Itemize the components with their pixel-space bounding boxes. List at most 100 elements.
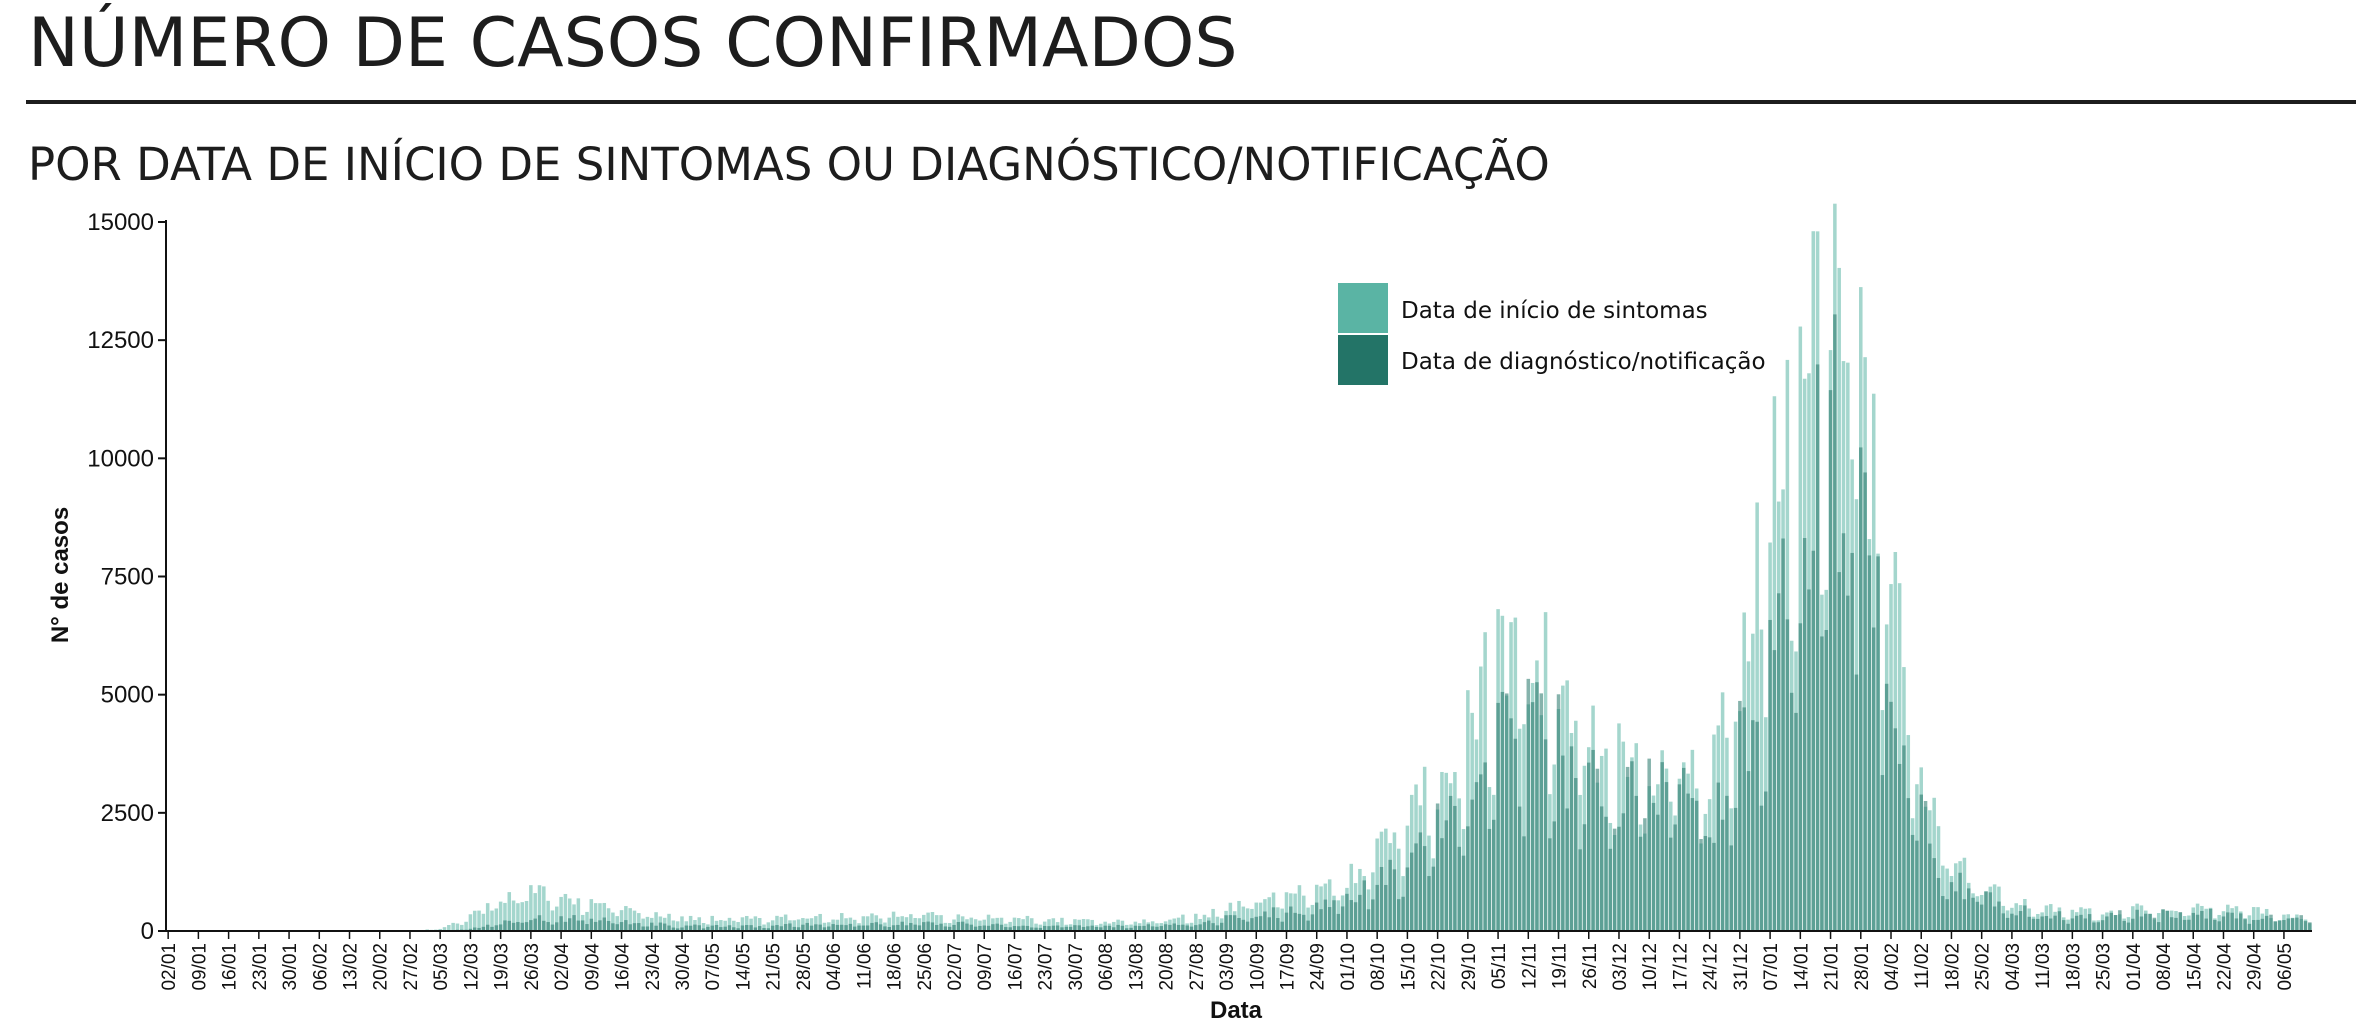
bar-diagnosis [796,927,801,931]
bar-diagnosis [637,923,641,931]
bar-symptom-onset [939,915,943,931]
bar-symptom-onset [1241,906,1246,931]
bar-diagnosis [1535,682,1539,931]
bar-diagnosis [1841,533,1846,931]
bar-diagnosis [615,924,619,931]
bar-symptom-onset [891,911,896,931]
bar-diagnosis [1232,915,1237,931]
bar-diagnosis [2109,912,2113,931]
bar-symptom-onset [1720,692,1725,931]
bar-symptom-onset [844,918,848,931]
bar-diagnosis [1004,927,1008,931]
x-tick-label: 08/04 [2154,943,2175,991]
bar-diagnosis [675,928,680,931]
bar-symptom-onset [645,916,650,931]
bar-diagnosis [1306,920,1310,931]
bar-diagnosis [900,921,904,931]
bar-diagnosis [1422,846,1427,931]
bar-symptom-onset [485,903,490,931]
bar-symptom-onset [1712,734,1716,931]
bar-symptom-onset [978,920,982,931]
bar-diagnosis [2122,920,2126,931]
bar-diagnosis [697,925,702,931]
bar-symptom-onset [455,923,460,931]
bar-diagnosis [775,925,779,931]
bar-diagnosis [1047,926,1051,931]
x-tick-label: 25/03 [2094,943,2115,991]
bar-diagnosis [1530,702,1535,931]
bar-diagnosis [947,926,952,931]
bar-diagnosis [1181,924,1185,931]
bar-diagnosis [757,926,762,931]
bar-diagnosis [1954,891,1958,931]
bar-diagnosis [2096,922,2101,931]
bar-diagnosis [2152,917,2157,931]
bar-symptom-onset [451,922,455,931]
bar-diagnosis [1945,899,1949,931]
x-tick-label: 16/01 [220,943,241,991]
bar-diagnosis [1401,896,1405,931]
bar-diagnosis [1850,552,1854,931]
bar-diagnosis [2126,922,2131,931]
bar-diagnosis [1479,774,1483,931]
bar-diagnosis [1302,914,1306,931]
x-tick-label: 10/12 [1640,943,1661,991]
bar-diagnosis [2239,913,2243,931]
bar-diagnosis [654,925,658,931]
bar-diagnosis [1336,913,1341,931]
bar-diagnosis [537,915,542,931]
bar-diagnosis [1625,766,1630,931]
bar-diagnosis [1811,550,1816,931]
bar-diagnosis [1332,900,1336,931]
bar-diagnosis [1599,806,1604,931]
bar-symptom-onset [1176,917,1181,931]
bar-diagnosis [684,925,689,931]
bar-diagnosis [723,926,727,931]
bar-symptom-onset [783,914,788,931]
x-tick-label: 14/01 [1791,943,1812,991]
bar-diagnosis [1729,845,1733,931]
bar-diagnosis [1574,778,1578,931]
bar-diagnosis [969,924,974,931]
bar-symptom-onset [654,912,658,931]
bar-diagnosis [1686,793,1690,931]
bar-diagnosis [658,922,663,931]
bar-symptom-onset [1017,918,1021,931]
bar-diagnosis [1150,926,1155,931]
x-tick-label: 11/06 [854,943,875,989]
bar-symptom-onset [753,916,758,931]
bar-diagnosis [2044,916,2049,931]
x-tick-label: 24/09 [1308,943,1329,991]
x-tick-label: 25/02 [1973,943,1994,991]
bar-diagnosis [904,925,909,931]
bar-diagnosis [1198,924,1202,931]
bar-diagnosis [1923,800,1928,931]
x-tick-label: 07/05 [703,943,724,991]
bar-diagnosis [1371,899,1375,931]
bar-diagnosis [965,923,969,931]
bar-diagnosis [468,928,473,931]
bar-symptom-onset [481,913,486,931]
x-tick-label: 11/02 [1912,943,1933,989]
y-tick-label: 7500 [101,564,154,591]
bar-diagnosis [1409,852,1414,931]
bar-diagnosis [749,925,753,931]
bar-diagnosis [1591,749,1595,931]
bar-diagnosis [1021,925,1025,931]
bar-symptom-onset [524,900,529,931]
bar-diagnosis [844,925,848,931]
x-tick-label: 26/03 [522,943,543,991]
x-tick-label: 15/04 [2184,943,2205,991]
bar-diagnosis [999,924,1004,931]
bar-diagnosis [861,925,866,931]
x-tick-label: 28/05 [794,943,815,991]
bar-symptom-onset [909,914,913,931]
bar-diagnosis [1431,866,1436,931]
bar-diagnosis [2226,912,2230,931]
bar-symptom-onset [442,927,447,931]
bar-symptom-onset [1086,919,1090,931]
bar-diagnosis [1815,364,1820,931]
bar-diagnosis [567,918,572,931]
bar-diagnosis [1846,595,1850,931]
bar-diagnosis [1211,923,1215,931]
